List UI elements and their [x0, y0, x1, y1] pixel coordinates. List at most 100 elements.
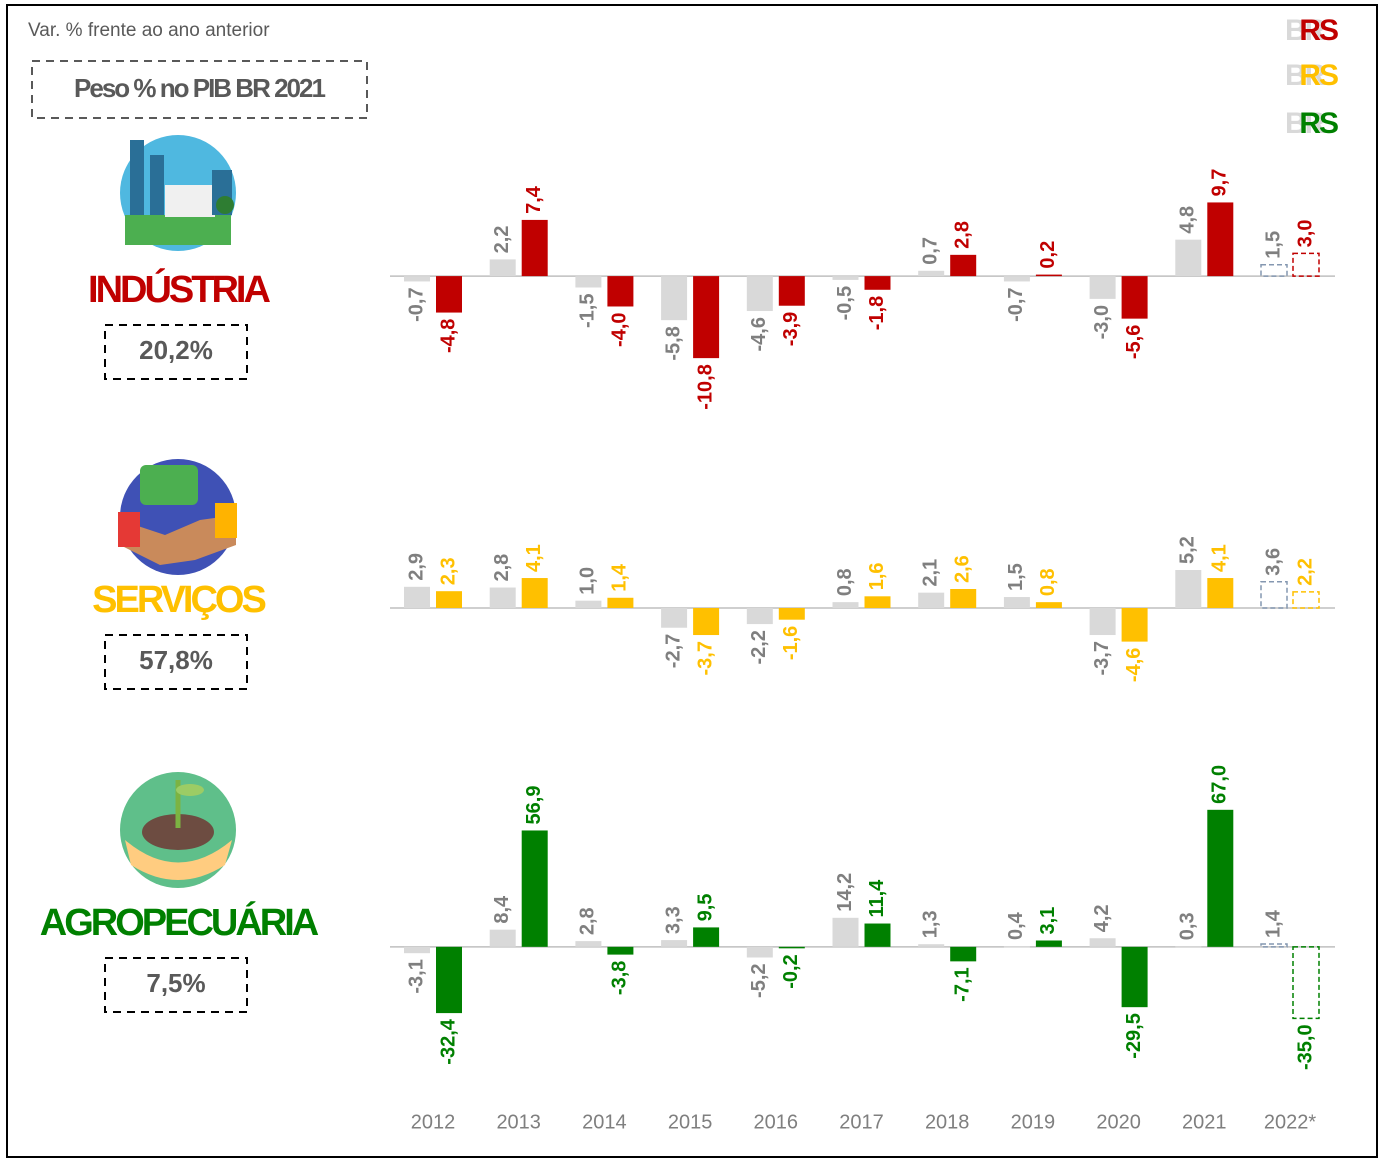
- value-label: 4,8: [1177, 206, 1199, 234]
- value-label: 1,5: [1262, 231, 1284, 259]
- value-label: 67,0: [1209, 765, 1231, 804]
- note: Var. % frente ao ano anterior: [28, 20, 270, 41]
- value-label: 3,6: [1262, 548, 1284, 576]
- bar: [436, 276, 462, 312]
- bar: [404, 276, 430, 281]
- bar: [1122, 947, 1148, 1007]
- value-label: -3,8: [609, 961, 631, 995]
- bar: [1004, 276, 1030, 281]
- bar: [918, 271, 944, 276]
- bar: [436, 947, 462, 1013]
- agro-icon: [120, 772, 236, 888]
- value-label: 9,5: [694, 894, 716, 922]
- value-label: -1,6: [780, 626, 802, 660]
- bar: [1207, 810, 1233, 947]
- bar: [1175, 240, 1201, 276]
- value-label: -7,1: [951, 967, 973, 1001]
- bar: [575, 276, 601, 287]
- x-tick-label: 2016: [754, 1111, 799, 1133]
- value-label: -5,8: [662, 326, 684, 360]
- bar: [1122, 276, 1148, 319]
- x-tick-label: 2015: [668, 1111, 713, 1133]
- bar: [575, 941, 601, 947]
- value-label: 1,3: [919, 910, 941, 938]
- value-label: -2,2: [748, 630, 770, 664]
- bar: [1293, 592, 1319, 608]
- value-label: -0,7: [1005, 287, 1027, 321]
- bar: [747, 276, 773, 311]
- bar: [490, 259, 516, 276]
- value-label: 0,2: [1037, 241, 1059, 269]
- bar: [1036, 275, 1062, 277]
- value-label: -1,8: [866, 296, 888, 330]
- page: Var. % frente ao ano anterior Peso % no …: [0, 0, 1384, 1162]
- value-label: 1,6: [866, 562, 888, 590]
- panel-weight: 57,8%: [139, 645, 213, 675]
- value-label: 2,6: [951, 555, 973, 583]
- value-label: 0,3: [1177, 912, 1199, 940]
- x-tick-label: 2021: [1182, 1111, 1227, 1133]
- value-label: -0,7: [405, 287, 427, 321]
- bar: [950, 947, 976, 962]
- bar: [607, 947, 633, 955]
- value-label: 0,7: [919, 237, 941, 265]
- value-label: 3,0: [1294, 220, 1316, 248]
- bar: [490, 930, 516, 947]
- value-label: -32,4: [437, 1018, 459, 1064]
- bar: [747, 947, 773, 958]
- bar: [865, 596, 891, 608]
- x-tick-label: 2017: [839, 1111, 884, 1133]
- bar: [747, 608, 773, 624]
- bar: [1175, 946, 1201, 948]
- bar: [950, 255, 976, 276]
- value-label: -5,6: [1123, 325, 1145, 359]
- bar: [1004, 597, 1030, 608]
- bar: [918, 593, 944, 608]
- value-label: 1,5: [1005, 563, 1027, 591]
- bar: [833, 602, 859, 608]
- value-label: -0,2: [780, 954, 802, 988]
- bar: [1090, 938, 1116, 947]
- bar: [1293, 253, 1319, 276]
- chart: Var. % frente ao ano anterior Peso % no …: [0, 0, 1384, 1162]
- value-label: 2,2: [1294, 558, 1316, 586]
- bar: [661, 276, 687, 320]
- x-tick-label: 2019: [1011, 1111, 1056, 1133]
- bar: [918, 944, 944, 947]
- bar: [779, 276, 805, 306]
- value-label: 3,3: [662, 906, 684, 934]
- legend-label: RS: [1299, 14, 1338, 47]
- bar: [1293, 947, 1319, 1019]
- bar: [575, 601, 601, 608]
- panel-title: INDÚSTRIA: [88, 267, 270, 311]
- bar: [779, 947, 805, 949]
- value-label: 11,4: [866, 879, 888, 918]
- bar: [865, 276, 891, 290]
- bar: [522, 830, 548, 946]
- value-label: 0,4: [1005, 911, 1027, 940]
- value-label: 1,0: [577, 567, 599, 595]
- bar: [1207, 578, 1233, 608]
- value-label: 4,1: [523, 544, 545, 572]
- value-label: 56,9: [523, 786, 545, 825]
- bar: [1122, 608, 1148, 642]
- value-label: 2,9: [405, 553, 427, 581]
- value-label: -3,9: [780, 312, 802, 346]
- bar: [1036, 602, 1062, 608]
- value-label: -3,0: [1091, 305, 1113, 339]
- x-tick-label: 2020: [1096, 1111, 1141, 1133]
- value-label: 4,1: [1209, 544, 1231, 572]
- bar: [693, 927, 719, 946]
- bar: [833, 918, 859, 947]
- bar: [779, 608, 805, 620]
- value-label: 7,4: [523, 185, 545, 214]
- bar: [607, 598, 633, 608]
- industry-icon: [120, 135, 236, 251]
- value-label: -29,5: [1123, 1013, 1145, 1059]
- legend-label: RS: [1299, 59, 1338, 92]
- value-label: 1,4: [1262, 909, 1284, 938]
- services-icon: [118, 459, 237, 575]
- bar: [404, 947, 430, 953]
- value-label: 0,8: [1037, 568, 1059, 596]
- bar: [1261, 944, 1287, 947]
